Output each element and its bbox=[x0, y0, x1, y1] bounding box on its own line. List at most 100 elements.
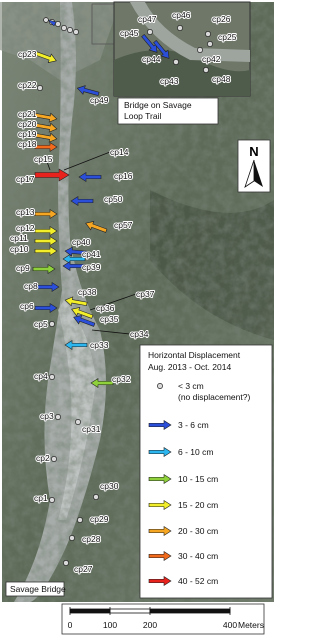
displacement-arrow bbox=[34, 112, 58, 123]
displacement-arrow bbox=[73, 314, 96, 327]
inset-label-box bbox=[117, 97, 219, 125]
map: cp23cp22cp49cp21cp20cp19cp18cp15cp17cp14… bbox=[0, 1, 274, 635]
legend-title: Horizontal Displacement bbox=[148, 350, 241, 360]
survey-point bbox=[61, 25, 67, 31]
displacement-arrow bbox=[141, 34, 158, 53]
legend-label: 6 - 10 cm bbox=[178, 447, 213, 457]
displacement-arrow bbox=[34, 235, 58, 247]
point-label: cp15 bbox=[34, 154, 53, 164]
point-label: cp28 bbox=[82, 534, 101, 544]
survey-point bbox=[37, 85, 43, 91]
displacement-arrow bbox=[36, 281, 60, 293]
legend-note: (no displacement?) bbox=[178, 392, 250, 402]
displacement-arrow bbox=[70, 195, 94, 207]
point-label: cp47 bbox=[138, 14, 157, 24]
point-label: cp21 bbox=[18, 109, 37, 119]
survey-point bbox=[147, 29, 153, 35]
point-label: cp25 bbox=[218, 32, 237, 42]
point-label: cp3 bbox=[40, 411, 54, 421]
point-label: cp34 bbox=[130, 329, 149, 339]
point-label: cp36 bbox=[96, 303, 115, 313]
point-label: cp44 bbox=[142, 54, 161, 64]
displacement-arrow bbox=[34, 122, 58, 133]
point-label: cp30 bbox=[100, 481, 119, 491]
point-label: cp40 bbox=[72, 237, 91, 247]
survey-point bbox=[177, 25, 183, 31]
survey-point bbox=[75, 419, 81, 425]
legend-label: < 3 cm bbox=[178, 381, 204, 391]
displacement-arrow bbox=[90, 377, 114, 389]
displacement-arrow bbox=[153, 40, 170, 59]
displacement-arrow bbox=[34, 245, 58, 257]
point-label: cp45 bbox=[120, 28, 139, 38]
survey-point bbox=[69, 535, 75, 541]
displacement-arrow bbox=[34, 208, 58, 220]
point-label: cp23 bbox=[18, 49, 37, 59]
point-label: cp37 bbox=[136, 289, 155, 299]
displacement-arrow bbox=[148, 525, 172, 537]
point-label: cp13 bbox=[16, 207, 35, 217]
leader-line bbox=[91, 329, 131, 335]
inset-label: Loop Trail bbox=[124, 111, 161, 121]
legend-label: 10 - 15 cm bbox=[178, 474, 218, 484]
survey-point bbox=[49, 497, 55, 503]
point-label: cp48 bbox=[212, 74, 231, 84]
point-label: cp32 bbox=[112, 374, 131, 384]
point-label: cp38 bbox=[78, 287, 97, 297]
point-label: cp27 bbox=[74, 564, 93, 574]
inset-trail bbox=[130, 2, 250, 62]
legend-label: 15 - 20 cm bbox=[178, 500, 218, 510]
scale-label: 200 bbox=[143, 620, 157, 630]
displacement-arrow bbox=[62, 260, 86, 272]
point-label: cp11 bbox=[10, 233, 28, 243]
survey-point bbox=[49, 374, 55, 380]
survey-point bbox=[205, 31, 211, 37]
point-label: cp46 bbox=[172, 10, 191, 20]
displacement-arrow bbox=[34, 225, 58, 237]
point-label: cp17 bbox=[16, 174, 35, 184]
point-label: cp20 bbox=[18, 119, 37, 129]
survey-point bbox=[67, 27, 73, 33]
survey-point bbox=[51, 456, 57, 462]
survey-point bbox=[207, 41, 213, 47]
scale-label: 400 bbox=[223, 620, 237, 630]
survey-point bbox=[49, 321, 55, 327]
point-label: cp4 bbox=[34, 371, 48, 381]
displacement-arrow bbox=[34, 141, 58, 153]
displacement-arrow bbox=[148, 575, 172, 587]
point-label: cp57 bbox=[114, 220, 133, 230]
point-label: cp10 bbox=[10, 244, 29, 254]
legend-label: 3 - 6 cm bbox=[178, 420, 209, 430]
point-label: cp41 bbox=[82, 249, 101, 259]
survey-point bbox=[77, 517, 83, 523]
displacement-arrow bbox=[76, 85, 100, 96]
point-label: cp5 bbox=[34, 319, 48, 329]
leader-line bbox=[45, 158, 51, 171]
inset-forest bbox=[114, 50, 250, 96]
point-label: cp33 bbox=[90, 340, 109, 350]
displacement-arrow bbox=[148, 446, 172, 458]
legend-symbol bbox=[157, 383, 163, 389]
leader-line bbox=[89, 293, 137, 311]
survey-point bbox=[197, 47, 203, 53]
point-label: cp26 bbox=[212, 14, 231, 24]
point-label: cp50 bbox=[104, 194, 123, 204]
survey-point bbox=[55, 21, 61, 27]
point-label: cp31 bbox=[82, 424, 101, 434]
displacement-arrow bbox=[148, 499, 172, 511]
point-label: cp42 bbox=[202, 54, 221, 64]
displacement-arrow bbox=[64, 246, 88, 257]
point-label: cp43 bbox=[160, 76, 179, 86]
displacement-arrow bbox=[148, 550, 172, 562]
displacement-arrow bbox=[78, 171, 102, 183]
displacement-arrow bbox=[64, 296, 88, 307]
scale-segment bbox=[109, 608, 151, 614]
point-label: cp12 bbox=[16, 223, 35, 233]
point-label: cp14 bbox=[110, 147, 129, 157]
point-label: cp49 bbox=[90, 95, 109, 105]
scale-segment bbox=[69, 608, 111, 614]
legend-subtitle: Aug. 2013 - Oct. 2014 bbox=[148, 362, 231, 372]
north-arrow bbox=[244, 159, 255, 188]
scale-label: 0 bbox=[68, 620, 73, 630]
displacement-arrow bbox=[32, 263, 56, 275]
